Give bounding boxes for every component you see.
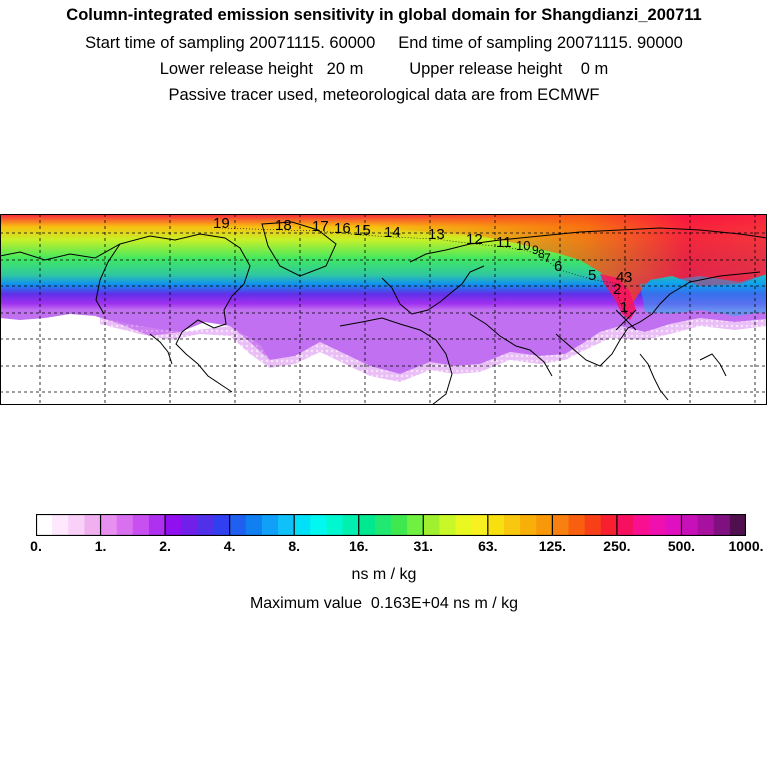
colorbar-swatch: [294, 514, 311, 536]
colorbar-swatch: [713, 514, 731, 536]
colorbar-tick-label: 0.: [30, 538, 42, 554]
trajectory-path: [221, 227, 626, 315]
maximum-value: Maximum value 0.163E+04 ns m / kg: [249, 595, 519, 612]
traj-label-14: 14: [384, 224, 401, 241]
trajectory-labels: 19 18 17 16 15 14 13 12 11 10 9 8 7 6 5 …: [213, 215, 632, 316]
colorbar-swatch: [616, 514, 634, 536]
traj-label-5: 5: [588, 267, 596, 284]
colorbar-swatch: [342, 514, 360, 536]
colorbar-swatch: [439, 514, 457, 536]
colorbar-swatch: [148, 514, 166, 536]
traj-label-18: 18: [275, 217, 292, 234]
traj-label-19: 19: [213, 215, 230, 232]
colorbar-swatch: [326, 514, 344, 536]
east-asia-cyan: [640, 274, 767, 316]
colorbar-units: ns m / kg: [351, 566, 417, 583]
release-heights: Lower release height 20 m Upper release …: [159, 60, 609, 78]
colorbar-swatch: [552, 514, 569, 536]
colorbar-swatch: [503, 514, 521, 536]
colorbar-swatch: [374, 514, 392, 536]
tracer-info: Passive tracer used, meteorological data…: [168, 86, 600, 104]
sensitivity-fringe: [100, 318, 767, 382]
colorbar-swatch: [681, 514, 699, 536]
traj-label-4: 4: [616, 269, 624, 286]
colorbar: [36, 514, 746, 536]
colorbar-swatch: [310, 514, 327, 536]
colorbar-swatch: [520, 514, 537, 536]
colorbar-tick-label: 2.: [159, 538, 171, 554]
colorbar-tick-label: 125.: [538, 538, 566, 554]
graticule: [0, 214, 767, 405]
colorbar-swatch: [649, 514, 666, 536]
colorbar-swatch: [84, 514, 102, 536]
colorbar-swatch: [600, 514, 618, 536]
station-marker: [615, 309, 637, 331]
traj-label-9: 9: [532, 243, 539, 257]
colorbar-swatch: [407, 514, 424, 536]
colorbar-swatch: [52, 514, 69, 536]
traj-label-2: 2: [613, 281, 621, 298]
colorbar-tick-label: 63.: [478, 538, 498, 554]
plot-title: Column-integrated emission sensitivity i…: [66, 6, 702, 24]
colorbar-swatch: [165, 514, 182, 536]
colorbar-swatch: [391, 514, 408, 536]
traj-label-1: 1: [620, 299, 628, 316]
colorbar-swatch: [455, 514, 473, 536]
coastlines: [0, 221, 767, 405]
traj-label-10: 10: [516, 238, 530, 253]
colorbar-swatch: [229, 514, 247, 536]
traj-label-8: 8: [538, 247, 545, 261]
colorbar-tick-label: 4.: [223, 538, 236, 554]
colorbar-swatch: [633, 514, 650, 536]
traj-label-16: 16: [334, 220, 351, 237]
colorbar-swatch: [116, 514, 134, 536]
colorbar-swatch: [261, 514, 279, 536]
colorbar-tick-label: 31.: [413, 538, 433, 554]
colorbar-swatch: [245, 514, 263, 536]
colorbar-swatch: [100, 514, 118, 536]
emission-sensitivity-map: 19 18 17 16 15 14 13 12 11 10 9 8 7 6 5 …: [0, 214, 767, 405]
colorbar-tick-label: 500.: [667, 538, 696, 554]
colorbar-tick-label: 8.: [288, 538, 301, 554]
traj-label-3: 3: [624, 269, 632, 286]
traj-label-12: 12: [466, 231, 483, 248]
traj-label-17: 17: [312, 218, 329, 235]
sampling-times: Start time of sampling 20071115. 60000 E…: [85, 34, 683, 52]
colorbar-swatch: [471, 514, 489, 536]
colorbar-swatch: [68, 514, 85, 536]
colorbar-tick-label: 250.: [603, 538, 631, 554]
colorbar-tick-label: 1000.: [728, 538, 764, 554]
colorbar-tick-label: 16.: [348, 538, 369, 554]
high-sensitivity-arc: [360, 214, 767, 314]
colorbar-swatch: [568, 514, 586, 536]
colorbar-swatch: [358, 514, 376, 536]
colorbar-swatch: [697, 514, 715, 536]
colorbar-swatch: [213, 514, 231, 536]
traj-label-7: 7: [544, 251, 551, 265]
colorbar-swatch: [423, 514, 440, 536]
colorbar-swatch: [197, 514, 214, 536]
colorbar-swatch: [665, 514, 682, 536]
colorbar-swatch: [132, 514, 150, 536]
colorbar-swatch: [278, 514, 295, 536]
traj-label-15: 15: [354, 222, 371, 239]
colorbar-swatch: [729, 514, 746, 536]
colorbar-tick-label: 1.: [94, 538, 107, 554]
traj-label-6: 6: [554, 258, 562, 275]
colorbar-swatch: [487, 514, 505, 536]
colorbar-swatch: [536, 514, 553, 536]
traj-label-13: 13: [428, 226, 445, 243]
colorbar-frame: [36, 514, 746, 536]
station-plume: [600, 274, 636, 320]
colorbar-swatch: [181, 514, 198, 536]
traj-label-11: 11: [496, 234, 512, 251]
colorbar-swatch: [36, 514, 53, 536]
colorbar-swatch: [584, 514, 602, 536]
